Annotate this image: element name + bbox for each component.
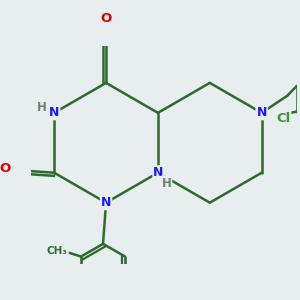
Text: CH₃: CH₃ <box>47 246 68 256</box>
Text: O: O <box>100 12 112 25</box>
Text: N: N <box>153 166 164 179</box>
Text: Cl: Cl <box>276 112 290 125</box>
Text: H: H <box>37 101 46 115</box>
Text: O: O <box>0 162 11 175</box>
Text: H: H <box>161 176 171 190</box>
Text: N: N <box>49 106 59 119</box>
Text: N: N <box>101 196 111 209</box>
Text: N: N <box>256 106 267 119</box>
